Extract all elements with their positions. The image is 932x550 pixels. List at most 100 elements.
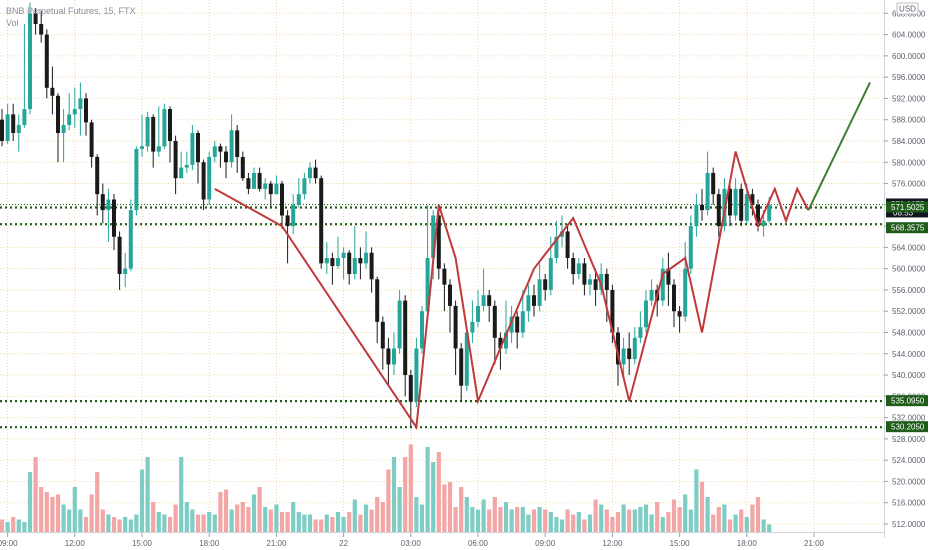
volume-bar — [39, 487, 44, 532]
volume-bar — [156, 512, 161, 532]
volume-bar — [386, 469, 391, 532]
candle-body — [106, 199, 111, 211]
candle-body — [711, 172, 716, 195]
volume-bar — [173, 504, 178, 532]
candle-body — [140, 146, 144, 149]
currency-button-label: USD — [899, 5, 916, 14]
time-tick-label: 15:00 — [132, 539, 153, 548]
price-tick-label: 532.0000 — [892, 414, 926, 423]
price-tag[interactable] — [886, 201, 928, 213]
candle-body — [627, 348, 632, 360]
time-tick-label: 21:00 — [804, 539, 825, 548]
volume-bar — [621, 504, 626, 532]
candle-body — [296, 194, 301, 205]
candle-body — [448, 284, 452, 306]
volume-bar — [464, 497, 469, 532]
time-axis[interactable]: 09:00 12:00 15:00 18:00 21:00 22 03:00 06:00 09:… — [0, 532, 884, 549]
volume-bar — [447, 482, 453, 532]
price-tag[interactable] — [886, 222, 928, 234]
candle-body — [190, 133, 195, 165]
candle-body — [61, 125, 66, 133]
volume-bar — [655, 502, 660, 532]
candle-body — [660, 268, 665, 301]
candle-body — [134, 148, 139, 211]
price-tick-label: 576.0000 — [892, 180, 926, 189]
price-tick-label: 512.0000 — [892, 520, 926, 529]
volume-bar — [442, 484, 447, 532]
projection-line[interactable] — [807, 82, 871, 211]
candle-body — [666, 268, 671, 285]
price-tag-label: 568.3575 — [891, 224, 925, 233]
volume-bar — [531, 509, 537, 532]
volume-bar — [335, 512, 341, 532]
volume-bar — [27, 472, 33, 532]
volume-bar — [565, 509, 570, 532]
price-tick-label: 584.0000 — [892, 137, 926, 146]
candle-body — [89, 122, 94, 157]
candle-body — [588, 279, 592, 285]
volume-bar — [599, 504, 604, 532]
candle-body — [319, 178, 324, 264]
price-tag-label: 535.0950 — [891, 397, 925, 406]
volume-bar — [470, 507, 475, 532]
candle-body — [313, 167, 318, 179]
volume-bar — [587, 514, 593, 532]
candle-body — [179, 167, 184, 179]
candle-body — [593, 279, 598, 290]
price-tick-label: 548.0000 — [892, 329, 926, 338]
volume-bar — [610, 517, 615, 532]
currency-button[interactable]: USD — [896, 2, 919, 15]
volume-bar — [627, 509, 632, 532]
volume-bars — [0, 444, 772, 532]
candle-body — [352, 258, 357, 274]
volume-bar — [22, 522, 27, 532]
candle-body — [750, 194, 755, 205]
volume-bar — [660, 517, 665, 532]
candle-body — [341, 252, 346, 259]
candle-body — [537, 279, 542, 306]
price-axis[interactable]: 608.0000604.0000600.0000596.0000592.0000… — [884, 0, 928, 538]
volume-bar — [358, 514, 363, 532]
price-tick-label: 588.0000 — [892, 116, 926, 125]
candle-body — [403, 300, 408, 376]
price-tag[interactable] — [886, 421, 928, 433]
candle-body — [84, 98, 88, 123]
pattern-zigzag[interactable] — [214, 151, 810, 431]
candle-body — [504, 332, 508, 349]
candle-body — [117, 236, 122, 274]
candle-body — [576, 263, 581, 274]
volume-bar — [139, 469, 145, 532]
volume-bar — [268, 509, 273, 532]
volume-bar — [352, 499, 357, 532]
price-tag[interactable] — [886, 395, 928, 407]
volume-bar — [643, 504, 649, 532]
volume-bar — [582, 519, 587, 532]
volume-bar — [307, 514, 313, 532]
volume-bar — [95, 472, 100, 532]
candle-body — [414, 348, 419, 402]
volume-bar — [403, 457, 408, 532]
volume-bar — [436, 452, 441, 532]
price-tick-label: 544.0000 — [892, 350, 926, 359]
volume-bar — [212, 514, 217, 532]
volume-bar — [240, 502, 245, 532]
volume-bar — [61, 504, 66, 532]
volume-bar — [33, 457, 38, 532]
candle-body — [621, 348, 626, 365]
candle-body — [515, 316, 520, 333]
volume-bar — [414, 497, 419, 532]
volume-bar — [72, 487, 77, 532]
volume-bar — [459, 487, 464, 532]
volume-bar — [750, 504, 755, 532]
volume-bar — [179, 457, 184, 532]
pattern-drawing[interactable] — [214, 82, 871, 431]
volume-bar — [83, 517, 89, 532]
volume-bar — [257, 487, 262, 532]
volume-bar — [369, 509, 374, 532]
volume-bar — [543, 509, 548, 532]
price-tick-label: 556.0000 — [892, 286, 926, 295]
volume-bar — [705, 497, 710, 532]
candle-body — [285, 215, 290, 227]
